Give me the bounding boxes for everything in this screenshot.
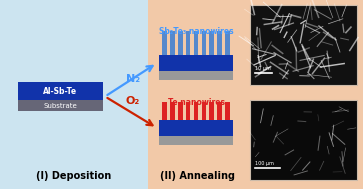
Bar xyxy=(217,31,222,55)
Bar xyxy=(217,102,222,120)
Text: Sb₂Te₃ nanowires: Sb₂Te₃ nanowires xyxy=(159,27,233,36)
Bar xyxy=(225,102,230,120)
Text: 100 μm: 100 μm xyxy=(255,161,274,166)
Bar xyxy=(162,31,167,55)
Bar xyxy=(194,31,198,55)
Bar xyxy=(170,102,175,120)
Bar xyxy=(170,31,175,55)
Bar xyxy=(18,82,103,100)
Text: N₂: N₂ xyxy=(126,74,140,84)
Bar xyxy=(250,100,357,180)
Bar xyxy=(159,55,233,71)
Bar xyxy=(0,0,148,189)
Bar xyxy=(209,31,214,55)
Bar xyxy=(186,31,191,55)
Text: (II) Annealing: (II) Annealing xyxy=(160,171,236,181)
Bar xyxy=(225,31,230,55)
Bar xyxy=(159,120,233,136)
Bar xyxy=(159,136,233,145)
Bar xyxy=(201,102,206,120)
Text: (I) Deposition: (I) Deposition xyxy=(36,171,112,181)
Text: Te nanowires: Te nanowires xyxy=(167,98,224,107)
Bar xyxy=(186,102,191,120)
Text: 10 μm: 10 μm xyxy=(255,66,271,71)
Bar xyxy=(162,102,167,120)
Bar xyxy=(209,102,214,120)
Bar xyxy=(250,5,357,85)
Bar xyxy=(159,71,233,80)
Bar xyxy=(201,31,206,55)
Text: Al-Sb-Te: Al-Sb-Te xyxy=(44,87,78,95)
Bar xyxy=(18,100,103,111)
Bar xyxy=(178,31,183,55)
Text: Substrate: Substrate xyxy=(44,102,77,108)
Bar xyxy=(178,102,183,120)
Bar xyxy=(194,102,198,120)
Text: O₂: O₂ xyxy=(126,96,140,106)
